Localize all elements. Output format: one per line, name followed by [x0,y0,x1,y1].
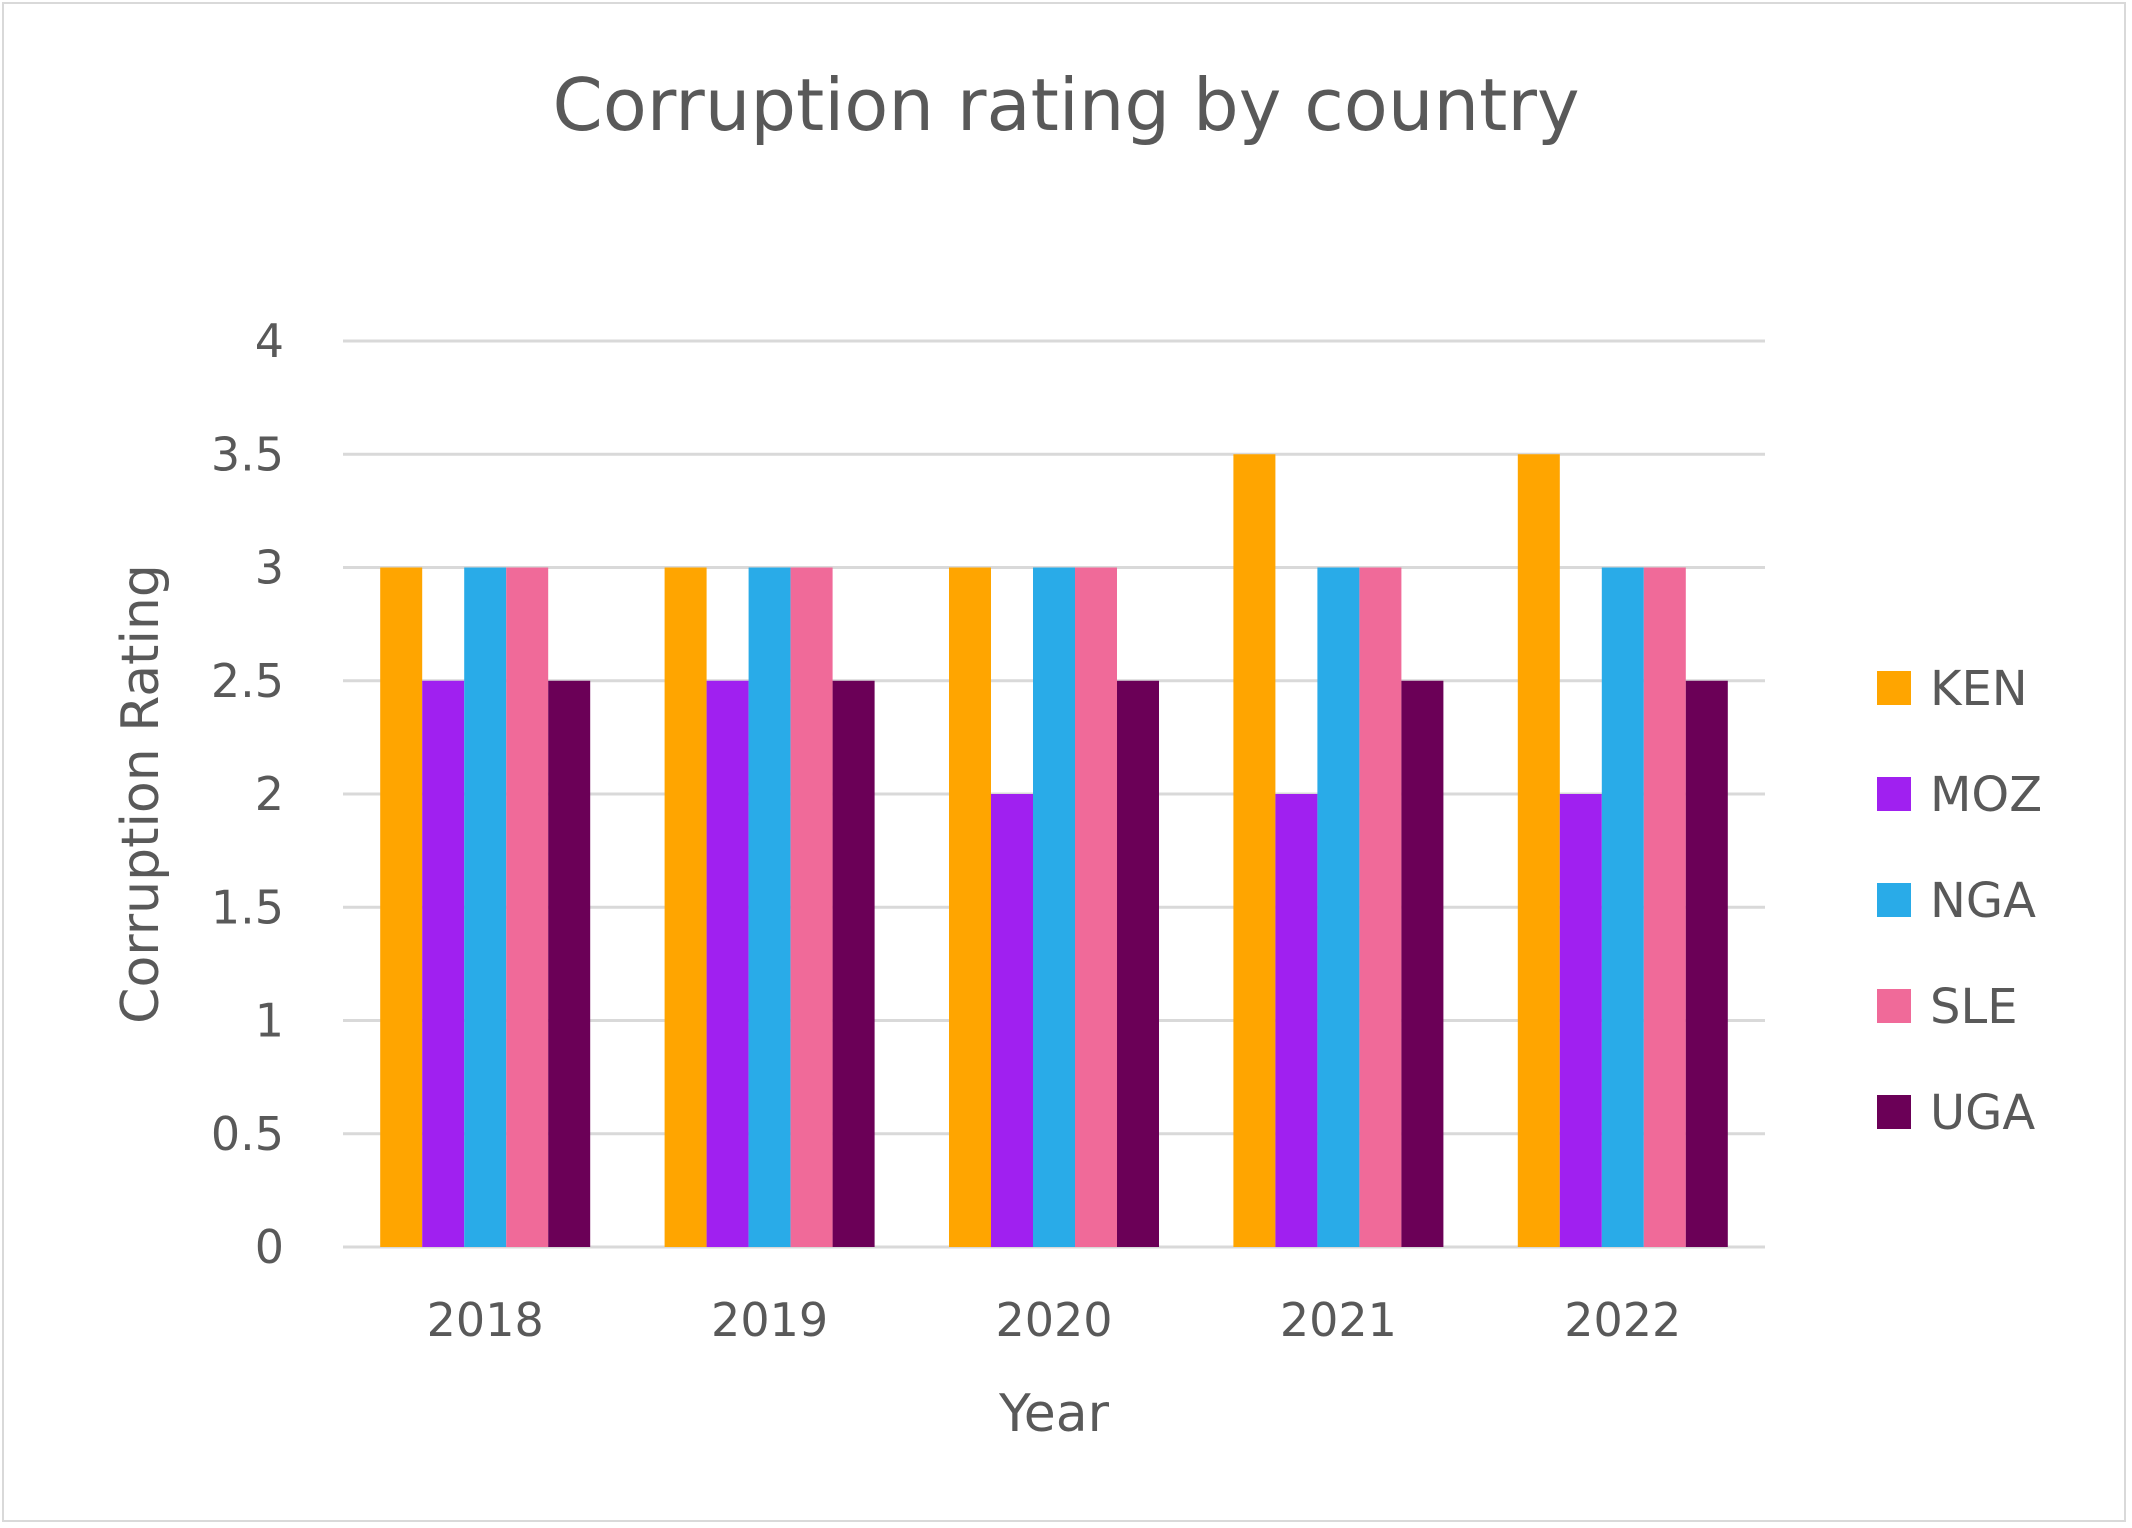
y-tick-label: 0 [255,1220,284,1274]
bar-moz-2018 [422,680,465,1247]
bar-sle-2019 [790,567,833,1247]
legend-swatch-uga [1877,1095,1911,1129]
bar-sle-2018 [506,567,549,1247]
bar-uga-2018 [548,680,591,1247]
y-tick-label: 3.5 [211,427,284,481]
bar-uga-2020 [1117,680,1159,1247]
bar-uga-2022 [1685,680,1728,1247]
x-tick-label: 2021 [1280,1293,1397,1347]
bar-uga-2019 [832,680,875,1247]
y-tick-label: 3 [255,541,284,595]
bar-ken-2019 [664,567,707,1247]
y-tick-label: 1.5 [211,880,284,934]
bar-uga-2021 [1401,680,1444,1247]
y-tick-label: 2.5 [211,654,284,708]
legend: KEN MOZ NGA SLE UGA [1877,661,2042,1141]
legend-swatch-nga [1877,883,1911,917]
x-axis-title: Year [998,1384,1110,1444]
x-tick-label: 2020 [995,1293,1112,1347]
x-tick-label: 2018 [427,1293,544,1347]
x-tick-label: 2022 [1564,1293,1681,1347]
legend-swatch-ken [1877,671,1911,705]
legend-swatch-sle [1877,989,1911,1023]
bar-sle-2020 [1075,567,1117,1247]
bar-nga-2020 [1033,567,1075,1247]
y-axis-title: Corruption Rating [111,564,171,1024]
y-axis-ticks: 0 0.5 1 1.5 2 2.5 3 3.5 4 [211,314,284,1274]
legend-label-nga: NGA [1930,873,2036,929]
bar-nga-2022 [1601,567,1644,1247]
legend-label-uga: UGA [1930,1085,2035,1141]
legend-swatch-moz [1877,777,1911,811]
legend-label-sle: SLE [1930,979,2018,1035]
bar-sle-2022 [1643,567,1686,1247]
bars [380,454,1728,1247]
bar-ken-2018 [380,567,423,1247]
bar-moz-2022 [1559,794,1602,1247]
bar-nga-2021 [1317,567,1360,1247]
bar-moz-2021 [1275,794,1318,1247]
chart-title: Corruption rating by country [552,63,1579,147]
bar-sle-2021 [1359,567,1402,1247]
legend-label-moz: MOZ [1930,767,2042,823]
y-tick-label: 2 [255,767,284,821]
bar-moz-2019 [706,680,749,1247]
bar-nga-2019 [748,567,791,1247]
bar-moz-2020 [991,794,1033,1247]
bar-ken-2022 [1517,454,1560,1247]
bar-ken-2021 [1233,454,1276,1247]
x-tick-label: 2019 [711,1293,828,1347]
bar-ken-2020 [949,567,991,1247]
y-tick-label: 4 [255,314,284,368]
x-axis-ticks: 2018 2019 2020 2021 2022 [427,1293,1682,1347]
y-tick-label: 0.5 [211,1107,284,1161]
legend-label-ken: KEN [1930,661,2028,717]
y-tick-label: 1 [255,994,284,1048]
bar-nga-2018 [464,567,507,1247]
